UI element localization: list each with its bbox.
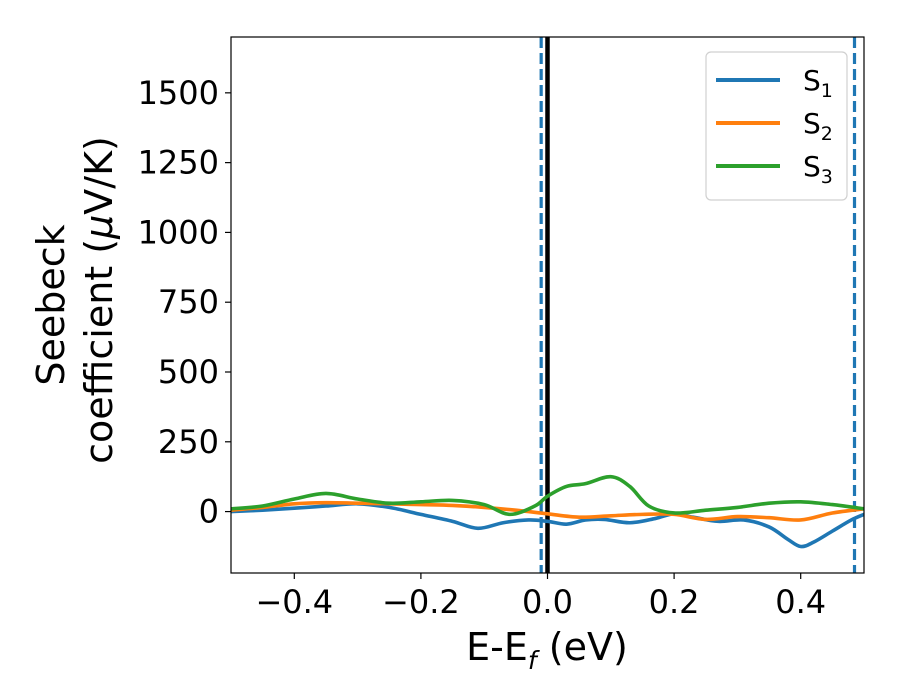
x-tick-label: 0.0	[522, 583, 573, 621]
y-tick-label: 750	[158, 283, 219, 321]
x-tick-label: 0.4	[775, 583, 826, 621]
y-tick-label: 1250	[138, 144, 219, 182]
y-axis-label-line1: Seebeck	[29, 224, 73, 385]
legend: S1 S2 S3	[705, 51, 848, 201]
x-axis-label: E-Ef (eV)	[466, 625, 628, 675]
y-tick-label: 1000	[138, 213, 219, 251]
y-tick-label: 250	[158, 423, 219, 461]
x-axis-label-unit: (eV)	[537, 625, 628, 669]
x-axis-ticks: −0.4 −0.2 0.0 0.2 0.4	[255, 573, 826, 621]
vertical-reference-lines	[539, 37, 857, 573]
legend-label-s3: S3	[803, 150, 833, 188]
y-tick-label: 1500	[138, 74, 219, 112]
y-tick-label: 0	[199, 493, 219, 531]
series-line-s3	[231, 474, 864, 517]
x-tick-label: −0.4	[255, 583, 333, 621]
x-tick-label: 0.2	[649, 583, 700, 621]
y-axis-ticks: 0 250 500 750 1000 1250 1500	[138, 74, 231, 531]
series-line-s2	[231, 500, 864, 522]
y-axis-label-mu: μ	[77, 215, 121, 240]
legend-box	[705, 51, 848, 201]
series-lines	[231, 474, 864, 549]
y-axis-label-line2: coefficient (μV/K)	[77, 136, 121, 464]
x-tick-label: −0.2	[382, 583, 460, 621]
y-tick-label: 500	[158, 353, 219, 391]
legend-label-s2: S2	[803, 107, 833, 145]
legend-label-s1: S1	[803, 64, 833, 102]
